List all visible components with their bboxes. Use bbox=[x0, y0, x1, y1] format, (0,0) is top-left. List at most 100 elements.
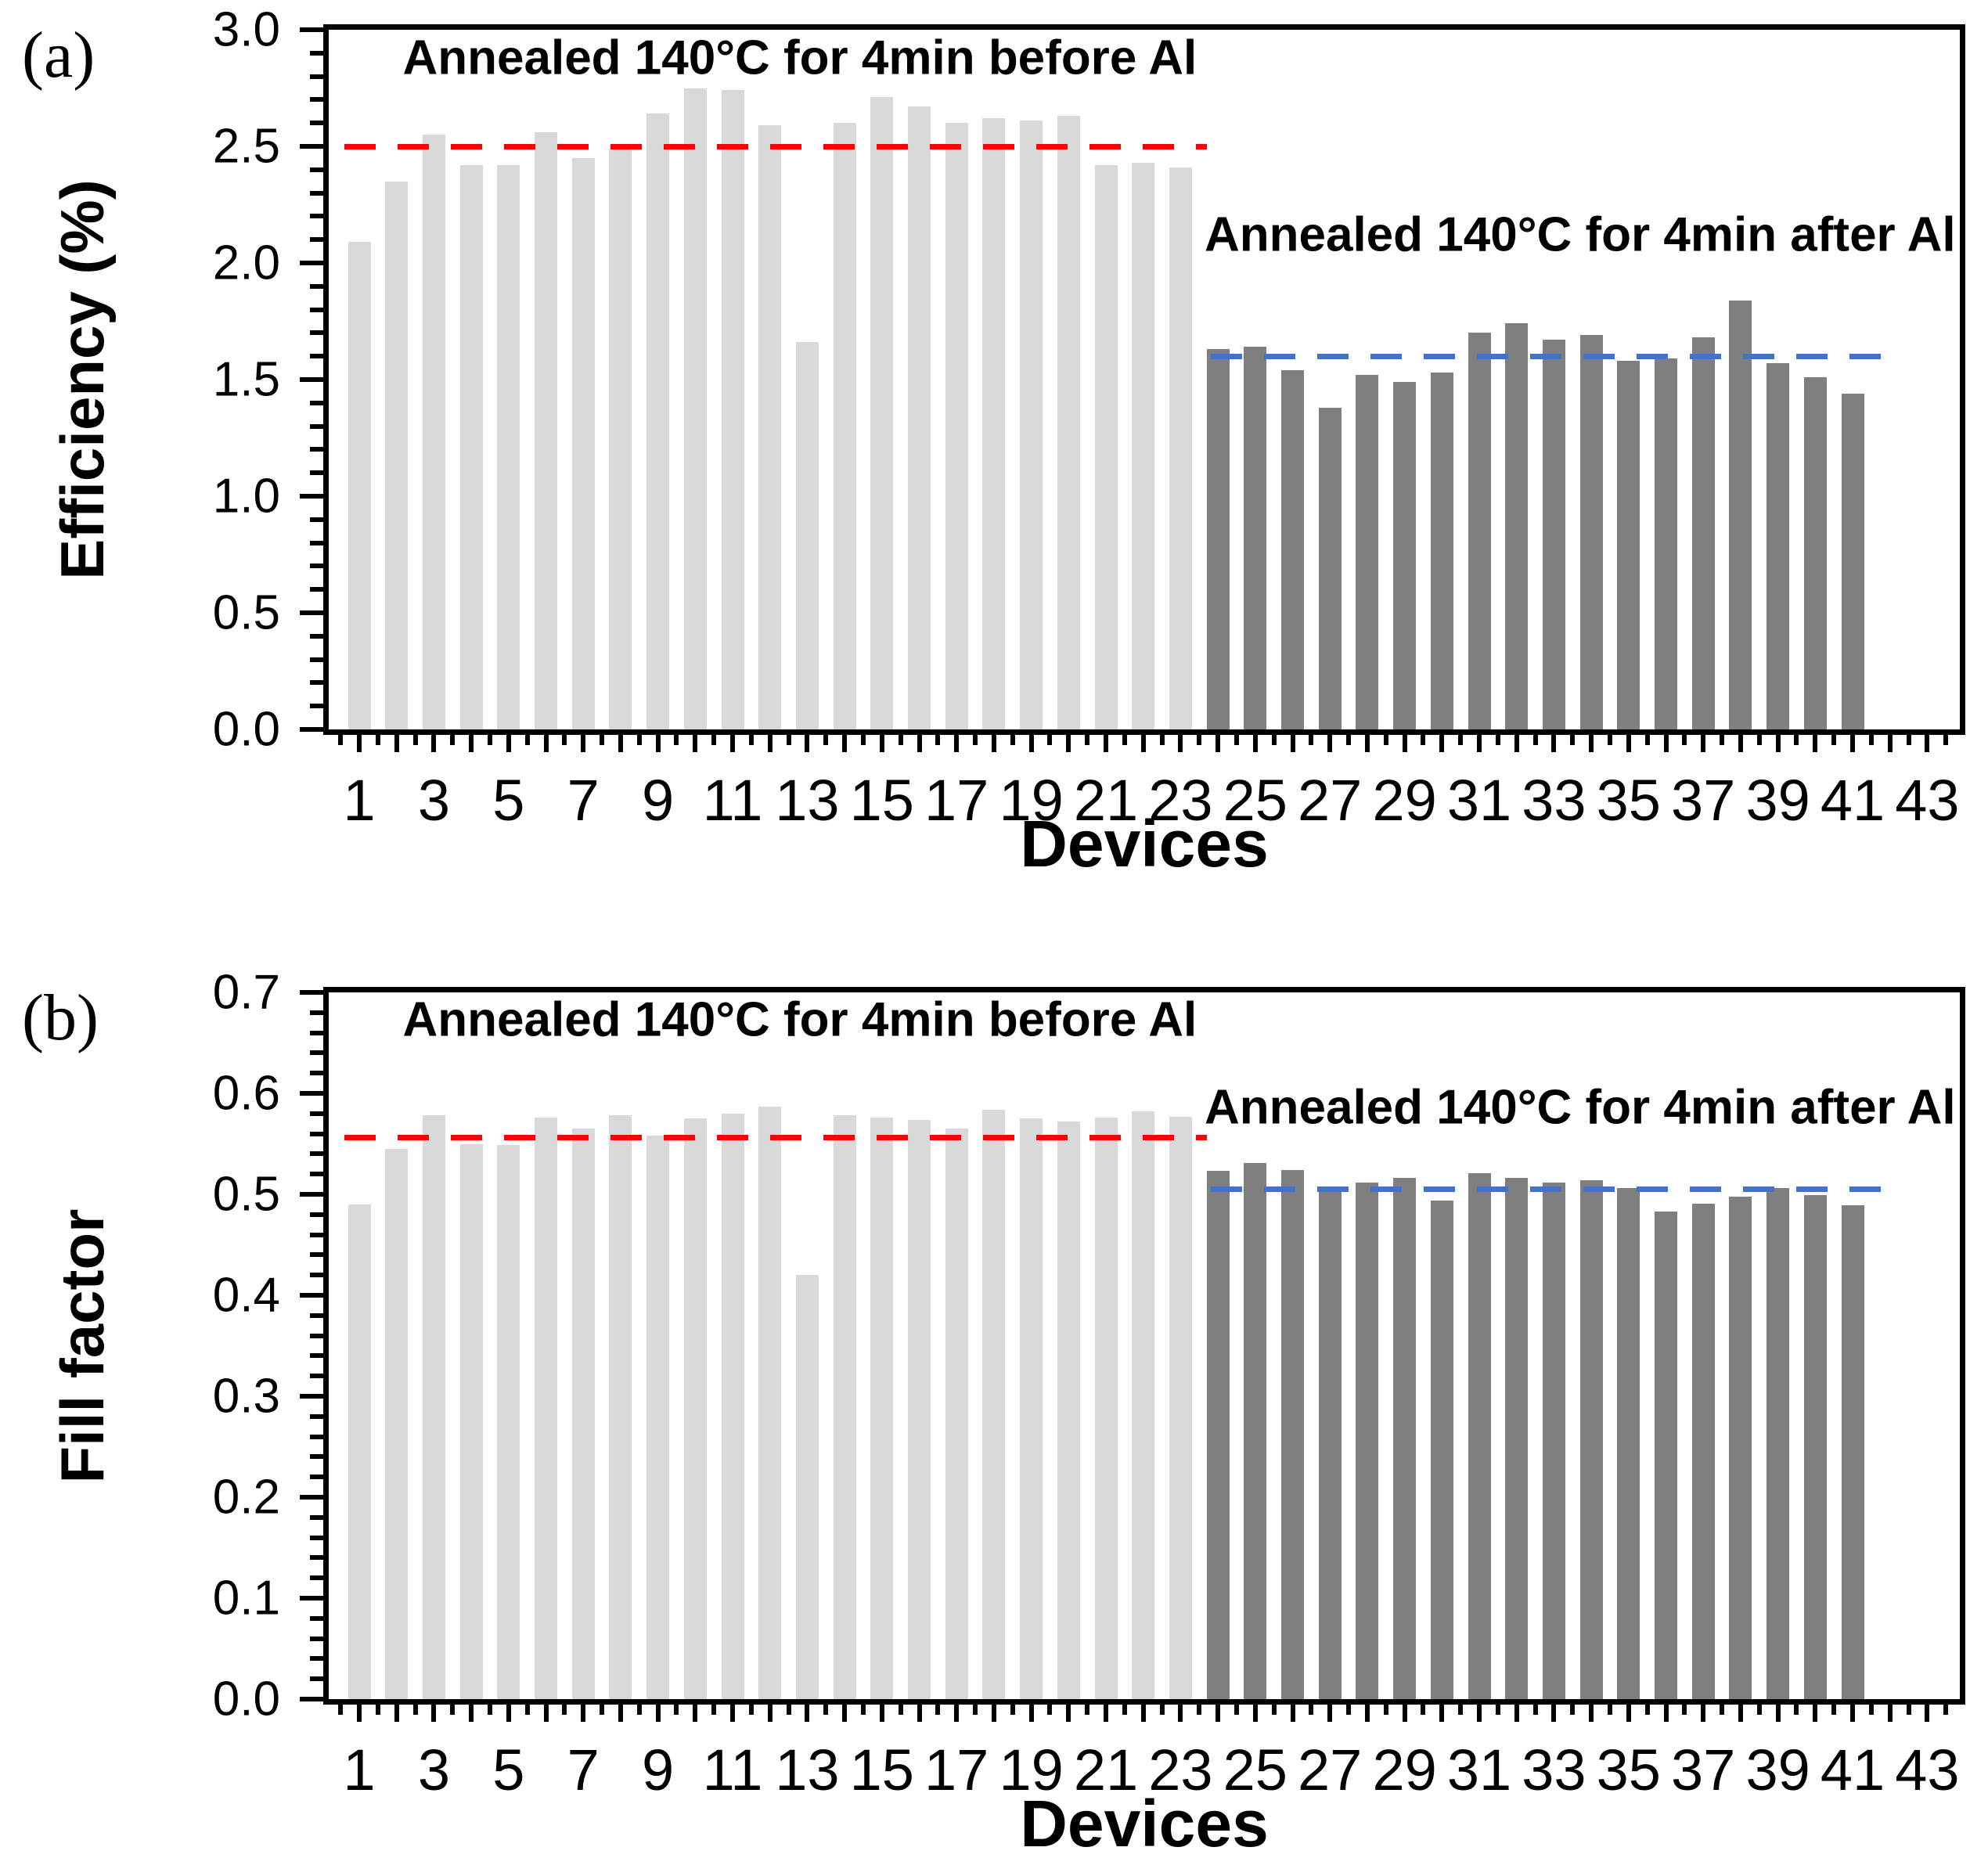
x-major-tick bbox=[394, 735, 399, 752]
x-minor-tick bbox=[1309, 735, 1314, 745]
x-major-tick bbox=[954, 1705, 960, 1722]
x-minor-tick bbox=[973, 735, 978, 745]
x-minor-tick bbox=[1794, 735, 1799, 745]
y-major-tick bbox=[300, 1697, 323, 1701]
x-major-tick bbox=[1514, 735, 1519, 752]
bar-device-14 bbox=[833, 1115, 856, 1699]
x-minor-tick bbox=[674, 735, 679, 745]
x-minor-tick bbox=[1794, 1705, 1799, 1715]
x-major-tick bbox=[1290, 1705, 1295, 1722]
y-minor-tick bbox=[310, 214, 323, 219]
x-tick-label: 7 bbox=[567, 768, 600, 833]
x-major-tick bbox=[954, 735, 960, 752]
bar-device-6 bbox=[535, 132, 557, 729]
x-axis-title-devices-b: Devices bbox=[1020, 1787, 1269, 1860]
y-minor-tick bbox=[310, 1212, 323, 1217]
bar-device-20 bbox=[1057, 1122, 1080, 1699]
bar-device-29 bbox=[1393, 381, 1417, 729]
fill-factor-plot-area: Annealed 140°C for 4min before Al Anneale… bbox=[213, 966, 1965, 1802]
x-major-tick bbox=[1775, 735, 1781, 752]
x-minor-tick bbox=[1756, 1705, 1762, 1715]
annotation-before-al: Annealed 140°C for 4min before Al bbox=[402, 992, 1197, 1047]
bar-device-11 bbox=[721, 90, 744, 729]
y-minor-tick bbox=[310, 1151, 323, 1157]
bar-device-37 bbox=[1691, 1203, 1715, 1699]
x-tick-label: 1 bbox=[343, 768, 376, 833]
y-major-tick bbox=[300, 1495, 323, 1500]
x-major-tick bbox=[767, 1705, 773, 1722]
y-minor-tick bbox=[310, 1514, 323, 1520]
y-minor-tick bbox=[310, 283, 323, 289]
x-major-tick bbox=[1252, 735, 1258, 752]
y-tick-label: 0.0 bbox=[212, 702, 280, 757]
x-major-tick bbox=[1327, 735, 1333, 752]
x-major-tick bbox=[1215, 1705, 1221, 1722]
y-minor-tick bbox=[310, 1555, 323, 1561]
y-minor-tick bbox=[310, 1615, 323, 1621]
x-minor-tick bbox=[1010, 1705, 1015, 1715]
y-major-tick bbox=[300, 1091, 323, 1096]
y-minor-tick bbox=[310, 1111, 323, 1116]
x-tick-label: 29 bbox=[1372, 768, 1437, 833]
bar-device-40 bbox=[1803, 1195, 1827, 1699]
bar-device-19 bbox=[1020, 121, 1043, 729]
x-tick-label: 25 bbox=[1223, 1737, 1288, 1802]
x-major-tick bbox=[506, 735, 511, 752]
x-tick-label: 7 bbox=[567, 1737, 600, 1802]
x-minor-tick bbox=[1570, 1705, 1576, 1715]
x-tick-label: 15 bbox=[849, 768, 914, 833]
y-tick-label: 0.5 bbox=[212, 585, 280, 640]
annotation-before-al: Annealed 140°C for 4min before Al bbox=[402, 31, 1197, 85]
y-tick-label: 2.0 bbox=[212, 236, 280, 290]
x-major-tick bbox=[1850, 1705, 1855, 1722]
x-major-tick bbox=[1104, 735, 1108, 752]
x-minor-tick bbox=[562, 1705, 567, 1715]
x-minor-tick bbox=[898, 1705, 903, 1715]
x-major-tick bbox=[1439, 1705, 1445, 1722]
x-major-tick bbox=[730, 735, 735, 752]
x-major-tick bbox=[917, 735, 922, 752]
x-major-tick bbox=[1589, 1705, 1594, 1722]
reference-line-before-Al-reference bbox=[344, 143, 1207, 149]
bar-device-15 bbox=[870, 97, 894, 729]
y-minor-tick bbox=[310, 564, 323, 569]
y-axis-title-fill-factor: Fill factor bbox=[48, 1208, 117, 1484]
x-minor-tick bbox=[1906, 1705, 1911, 1715]
y-minor-tick bbox=[310, 354, 323, 359]
x-minor-tick bbox=[1271, 735, 1277, 745]
bar-device-24 bbox=[1206, 1171, 1230, 1699]
y-minor-tick bbox=[310, 1636, 323, 1641]
x-tick-label: 9 bbox=[642, 1737, 675, 1802]
x-major-tick bbox=[1178, 735, 1183, 752]
bar-device-13 bbox=[795, 342, 819, 729]
x-major-tick bbox=[1663, 1705, 1669, 1722]
y-minor-tick bbox=[310, 1676, 323, 1682]
x-tick-label: 35 bbox=[1596, 1737, 1661, 1802]
x-minor-tick bbox=[1233, 735, 1239, 745]
y-minor-tick bbox=[310, 1172, 323, 1177]
bar-device-4 bbox=[459, 1143, 483, 1699]
bar-device-15 bbox=[870, 1117, 894, 1699]
x-minor-tick bbox=[1906, 735, 1911, 745]
x-minor-tick bbox=[1309, 1705, 1314, 1715]
bar-device-21 bbox=[1094, 164, 1118, 729]
y-minor-tick bbox=[310, 121, 323, 126]
x-tick-label: 11 bbox=[702, 1737, 763, 1802]
x-major-tick bbox=[469, 735, 474, 752]
y-minor-tick bbox=[310, 1454, 323, 1460]
x-major-tick bbox=[581, 735, 586, 752]
bar-device-41 bbox=[1841, 393, 1864, 729]
bar-device-12 bbox=[758, 125, 782, 729]
x-major-tick bbox=[1738, 735, 1743, 752]
y-minor-tick bbox=[310, 470, 323, 476]
x-tick-label: 19 bbox=[999, 768, 1064, 833]
x-minor-tick bbox=[1346, 735, 1352, 745]
x-minor-tick bbox=[1682, 735, 1687, 745]
x-tick-label: 21 bbox=[1073, 768, 1139, 833]
bar-device-12 bbox=[758, 1106, 782, 1699]
x-minor-tick bbox=[338, 735, 344, 745]
x-minor-tick bbox=[1495, 1705, 1500, 1715]
y-minor-tick bbox=[310, 1252, 323, 1258]
x-minor-tick bbox=[1085, 735, 1090, 745]
x-major-tick bbox=[1738, 1705, 1743, 1722]
